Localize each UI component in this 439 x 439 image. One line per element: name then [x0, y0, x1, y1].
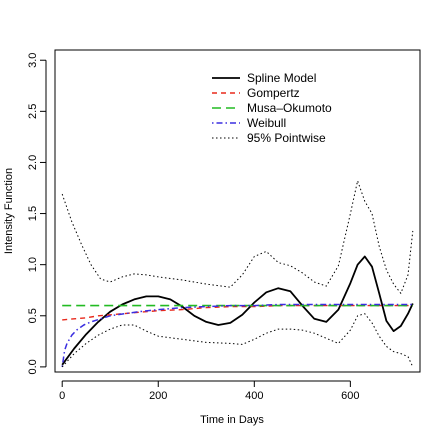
series-line-95-pointwise: [61, 180, 414, 294]
x-tick-label: 600: [341, 390, 359, 402]
y-axis: 0.0 0.5 1.0 1.5 2.0 2.5 3.0: [27, 53, 47, 375]
y-tick-label: 2.5: [27, 104, 39, 119]
plot-frame: [54, 49, 421, 373]
y-tick-label: 2.0: [27, 155, 39, 170]
series-line-gompertz: [62, 304, 413, 321]
legend-label: Spline Model: [247, 71, 316, 85]
plot-lines: [61, 180, 414, 368]
series-line-lower-pointwise-band: [61, 313, 414, 368]
series-line-spline-model: [61, 255, 414, 366]
legend: Spline ModelGompertzMusa–OkumotoWeibull9…: [212, 71, 332, 145]
legend-label: 95% Pointwise: [247, 131, 326, 145]
x-axis: 0 200 400 600: [59, 380, 360, 402]
x-tick-label: 200: [149, 390, 167, 402]
y-axis-title: Intensity Function: [3, 168, 15, 254]
series-line-weibull: [61, 303, 413, 368]
x-tick-label: 400: [245, 390, 263, 402]
legend-label: Musa–Okumoto: [247, 101, 332, 115]
y-tick-label: 0.0: [27, 359, 39, 374]
x-tick-label: 0: [59, 390, 65, 402]
legend-label: Gompertz: [247, 86, 300, 100]
y-tick-label: 1.0: [27, 257, 39, 272]
y-tick-label: 3.0: [27, 53, 39, 68]
legend-label: Weibull: [247, 116, 286, 130]
x-axis-title: Time in Days: [200, 414, 264, 426]
y-tick-label: 0.5: [27, 308, 39, 323]
y-tick-label: 1.5: [27, 206, 39, 221]
